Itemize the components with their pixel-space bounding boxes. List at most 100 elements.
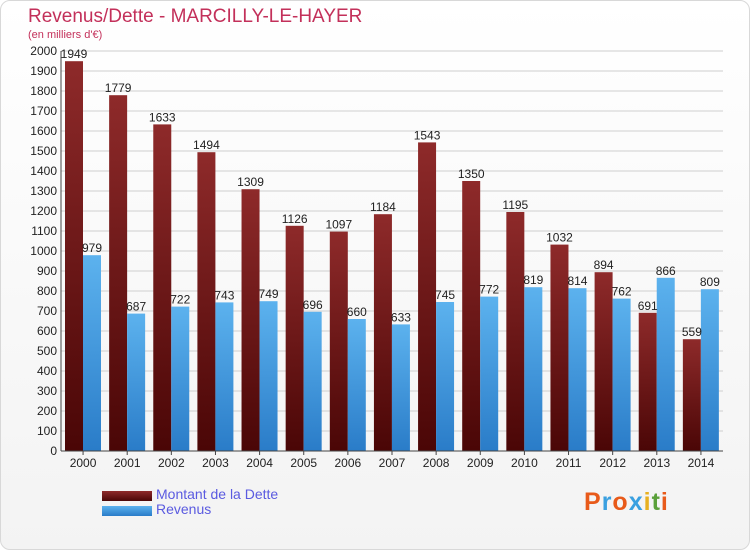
y-tick-label: 400 [37,364,57,378]
debt-value-label: 1350 [458,167,485,181]
revenue-bar [303,311,322,451]
y-tick-label: 1400 [30,164,57,178]
revenue-bar [347,319,366,451]
debt-bar [682,339,701,451]
logo-letter: P [584,488,602,516]
debt-bar [197,152,216,451]
debt-bar [109,95,128,451]
x-tick-label: 2013 [643,456,670,470]
x-tick-label: 2012 [599,456,626,470]
logo-letter: x [628,488,644,516]
debt-bar [241,189,260,451]
revenue-bar [612,298,631,451]
logo-letter: t [651,488,661,516]
revenue-bar [171,306,190,451]
x-tick-label: 2001 [114,456,141,470]
debt-bar [329,231,348,451]
y-tick-label: 1700 [30,104,57,118]
y-tick-label: 1800 [30,84,57,98]
debt-value-label: 1779 [105,81,132,95]
y-tick-label: 900 [37,264,57,278]
revenue-bar [215,302,234,451]
x-tick-label: 2006 [335,456,362,470]
legend-swatch-dette [102,491,152,501]
y-tick-label: 2000 [30,44,57,58]
debt-value-label: 1494 [193,138,220,152]
logo-letter: r [601,488,613,516]
x-tick-label: 2007 [379,456,406,470]
x-tick-label: 2003 [202,456,229,470]
debt-value-label: 1126 [282,212,308,226]
debt-value-label: 1309 [237,175,264,189]
revenue-bar [127,313,146,451]
revenue-value-label: 762 [612,285,632,299]
debt-bar [65,61,83,451]
revenue-value-label: 772 [479,283,499,297]
legend-label-revenus: Revenus [156,501,212,517]
revenue-bar [259,301,278,451]
logo-letter: i [643,488,652,516]
x-tick-label: 2000 [70,456,97,470]
revenue-bar [524,287,543,451]
y-tick-label: 100 [37,424,57,438]
revenue-bar [700,289,719,451]
proxiti-logo: Proxiti [584,488,669,517]
x-tick-label: 2011 [556,456,582,470]
chart-title: Revenus/Dette - MARCILLY-LE-HAYER [28,6,363,27]
revenue-bar [480,296,499,451]
y-tick-label: 600 [37,324,57,338]
y-tick-label: 800 [37,284,57,298]
revenue-value-label: 633 [391,310,411,324]
debt-value-label: 1195 [502,198,528,212]
debt-value-label: 1097 [325,218,352,232]
x-tick-label: 2009 [467,456,494,470]
revenue-bar [436,302,455,451]
revenue-bar [83,255,101,451]
debt-value-label: 894 [594,258,614,272]
y-tick-label: 1000 [30,244,57,258]
revenue-value-label: 749 [259,287,279,301]
y-tick-label: 200 [37,404,57,418]
y-tick-label: 0 [50,444,57,458]
y-tick-label: 1200 [30,204,57,218]
debt-bar [550,244,569,451]
debt-value-label: 559 [682,325,702,339]
debt-value-label: 1184 [370,200,396,214]
debt-bar [594,272,613,451]
legend-label-dette: Montant de la Dette [156,486,279,502]
y-tick-label: 1300 [30,184,57,198]
x-tick-label: 2004 [246,456,273,470]
debt-bar [418,142,437,451]
revenue-bar [568,288,587,451]
x-tick-label: 2014 [688,456,715,470]
revenue-value-label: 687 [126,300,146,314]
debt-bar [506,212,525,451]
debt-bar [153,124,172,452]
y-tick-label: 1600 [30,124,57,138]
debt-value-label: 691 [638,299,658,313]
y-tick-label: 1100 [31,224,57,238]
debt-value-label: 1949 [61,47,88,61]
revenue-bar [391,324,410,451]
y-tick-label: 1900 [30,64,57,78]
revenue-value-label: 745 [435,288,455,302]
debt-value-label: 1543 [414,128,441,142]
revenue-bar [656,277,675,451]
revenue-value-label: 809 [700,275,720,289]
debt-bar [285,225,304,451]
chart-subtitle: (en milliers d'€) [28,29,103,41]
revenue-value-label: 722 [170,293,190,307]
x-tick-label: 2008 [423,456,450,470]
y-tick-label: 500 [37,344,57,358]
revenue-value-label: 660 [347,305,367,319]
y-tick-label: 1500 [30,144,57,158]
logo-letter: i [660,488,669,516]
revenue-value-label: 743 [214,288,234,302]
logo-letter: o [612,488,629,516]
x-tick-label: 2005 [290,456,317,470]
revenue-value-label: 866 [656,264,676,278]
y-tick-label: 700 [37,304,57,318]
revenue-value-label: 979 [82,241,102,255]
